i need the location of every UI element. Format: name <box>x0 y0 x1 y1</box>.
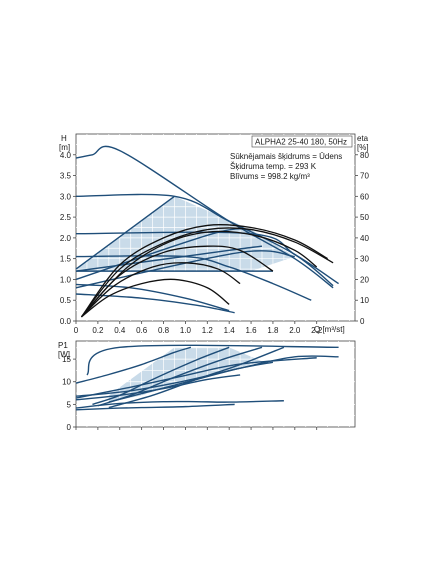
eta-axis-title: eta <box>357 134 369 143</box>
head-axis-ticks: 0 0.2 0.4 0.6 0.8 1.0 1.2 1.4 1.6 1.8 2.0 2.2 0.0 0.5… <box>60 151 370 335</box>
y-tick-label: 4.0 <box>60 151 72 160</box>
x-tick-label: 0.6 <box>136 326 148 335</box>
y-tick-label: 0.0 <box>60 317 72 326</box>
head-curve-3 <box>75 255 312 301</box>
x-tick-label: 0.4 <box>114 326 126 335</box>
power-curve-0 <box>86 344 339 376</box>
power-axis-title: P1 <box>58 341 68 350</box>
head-curve-1 <box>75 193 334 287</box>
eta-tick-label: 10 <box>360 296 369 305</box>
eta-tick-label: 80 <box>360 151 369 160</box>
head-curve-0 <box>75 145 334 289</box>
efficiency-curve-14 <box>80 245 274 318</box>
head-curve-10 <box>75 245 263 272</box>
x-tick-label: 2.0 <box>289 326 301 335</box>
head-curve-5 <box>75 283 230 312</box>
x-tick-label: 0.2 <box>92 326 104 335</box>
power-curve-6 <box>75 346 192 384</box>
x-tick-label: 1.6 <box>245 326 257 335</box>
eta-tick-label: 20 <box>360 275 369 284</box>
x-tick-label: 0 <box>74 326 79 335</box>
y-tick-label: 0.5 <box>60 296 72 305</box>
model-label: ALPHA2 25-40 180, 50Hz <box>255 138 347 147</box>
power-panel: 0 5 10 15 P1 [W] <box>58 340 356 432</box>
power-curve-7 <box>92 346 230 406</box>
power-gridlines <box>76 341 355 427</box>
power-curve-1 <box>75 400 284 409</box>
x-tick-label: 1.0 <box>180 326 192 335</box>
fluid-label: Sūknējamais šķidrums = Ūdens <box>230 152 342 161</box>
flow-axis-title: Q [m³/st] <box>314 325 345 334</box>
head-curve-7 <box>75 195 175 270</box>
power-y-tick-label: 0 <box>67 423 72 432</box>
fluid-temp-label: Šķidruma temp. = 293 K <box>230 162 317 171</box>
x-tick-label: 2.2 <box>311 326 323 335</box>
power-curve-10 <box>108 355 339 403</box>
power-y-tick-label: 15 <box>62 355 71 364</box>
efficiency-curve-13 <box>80 230 318 318</box>
eta-tick-label: 60 <box>360 192 369 201</box>
head-efficiency-panel: 0 0.2 0.4 0.6 0.8 1.0 1.2 1.4 1.6 1.8 2.0 2.2 0.0 0.5… <box>59 133 370 335</box>
efficiency-curve-11 <box>80 224 328 318</box>
eta-tick-label: 70 <box>360 172 369 181</box>
eta-tick-label: 0 <box>360 317 365 326</box>
x-tick-label: 1.8 <box>267 326 279 335</box>
power-axis-ticks: 0 5 10 15 <box>62 355 318 432</box>
power-axis-unit: [W] <box>58 350 70 359</box>
x-tick-label: 0.8 <box>158 326 170 335</box>
y-tick-label: 3.5 <box>60 172 72 181</box>
eta-axis-unit: [%] <box>357 143 369 152</box>
efficiency-curve-16 <box>81 278 230 318</box>
power-y-tick-label: 10 <box>62 378 71 387</box>
y-tick-label: 2.0 <box>60 234 72 243</box>
y-tick-label: 2.5 <box>60 213 72 222</box>
head-axis-unit: [m] <box>59 143 70 152</box>
power-curves <box>75 344 339 411</box>
head-curve-2 <box>75 231 339 285</box>
efficiency-curve-12 <box>80 227 334 318</box>
x-tick-label: 1.4 <box>224 326 236 335</box>
power-curve-2 <box>75 403 235 411</box>
model-label-box <box>251 135 353 148</box>
efficiency-curve-15 <box>81 262 241 318</box>
y-tick-label: 1.5 <box>60 255 72 264</box>
head-curves <box>75 145 339 318</box>
y-tick-label: 3.0 <box>60 192 72 201</box>
eta-tick-label: 40 <box>360 234 369 243</box>
power-y-tick-label: 5 <box>67 400 72 409</box>
x-tick-label: 1.2 <box>202 326 214 335</box>
eta-tick-label: 30 <box>360 255 369 264</box>
head-axis-title: H <box>61 134 67 143</box>
fluid-density-label: Blīvums = 998.2 kg/m³ <box>230 172 310 181</box>
eta-tick-label: 50 <box>360 213 369 222</box>
y-tick-label: 1.0 <box>60 275 72 284</box>
